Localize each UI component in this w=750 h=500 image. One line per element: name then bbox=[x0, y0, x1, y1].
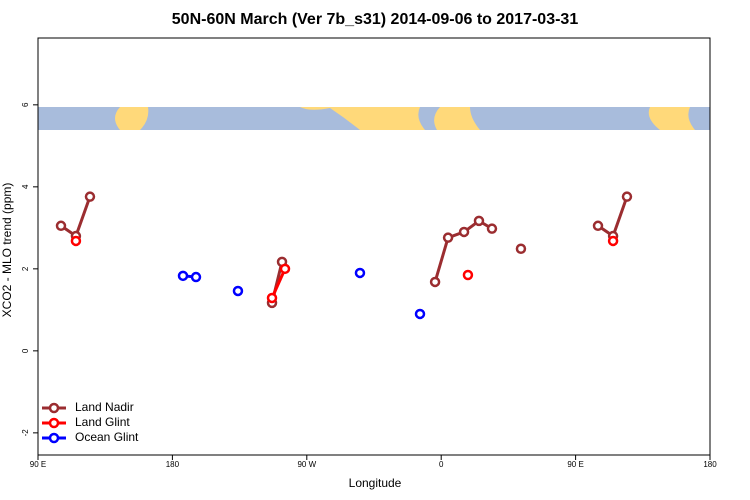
point bbox=[515, 243, 527, 255]
point bbox=[266, 292, 278, 304]
series-line bbox=[183, 276, 420, 314]
map-band bbox=[38, 107, 710, 130]
chart-title: 50N-60N March (Ver 7b_s31) 2014-09-06 to… bbox=[172, 11, 579, 28]
point bbox=[473, 215, 485, 227]
x-tick-label: 90 W bbox=[297, 460, 316, 469]
x-tick-label: 180 bbox=[166, 460, 180, 469]
point bbox=[354, 267, 366, 279]
x-axis-label: Longitude bbox=[349, 476, 402, 490]
point bbox=[414, 308, 426, 320]
point bbox=[486, 223, 498, 234]
legend-marker bbox=[48, 402, 60, 414]
point bbox=[177, 270, 189, 282]
legend-marker bbox=[48, 417, 60, 429]
point bbox=[55, 220, 67, 232]
series-line bbox=[60, 196, 629, 304]
legend-label: Land Nadir bbox=[75, 400, 134, 414]
legend-label: Land Glint bbox=[75, 415, 130, 429]
point bbox=[232, 285, 244, 297]
legend-marker bbox=[48, 432, 60, 444]
series-line bbox=[272, 241, 613, 298]
y-tick-label: 4 bbox=[21, 184, 30, 189]
point bbox=[279, 263, 291, 275]
y-tick-label: 6 bbox=[21, 102, 30, 107]
point bbox=[190, 271, 202, 283]
y-tick-label: -2 bbox=[21, 429, 30, 437]
x-tick-label: 90 E bbox=[567, 460, 583, 469]
point bbox=[442, 232, 454, 243]
y-axis-label: XCO2 - MLO trend (ppm) bbox=[0, 183, 14, 318]
x-tick-label: 0 bbox=[439, 460, 444, 469]
point bbox=[429, 276, 441, 288]
x-tick-label: 90 E bbox=[30, 460, 46, 469]
point bbox=[462, 269, 474, 281]
plot-frame bbox=[37, 37, 711, 456]
legend-label: Ocean Glint bbox=[75, 430, 139, 444]
y-tick-label: 0 bbox=[21, 348, 30, 353]
point bbox=[607, 235, 619, 247]
point bbox=[84, 191, 96, 202]
point bbox=[621, 191, 633, 202]
point bbox=[458, 226, 470, 238]
point bbox=[70, 235, 82, 247]
point bbox=[592, 220, 604, 232]
y-tick-label: 2 bbox=[21, 266, 30, 271]
x-tick-label: 180 bbox=[703, 460, 717, 469]
